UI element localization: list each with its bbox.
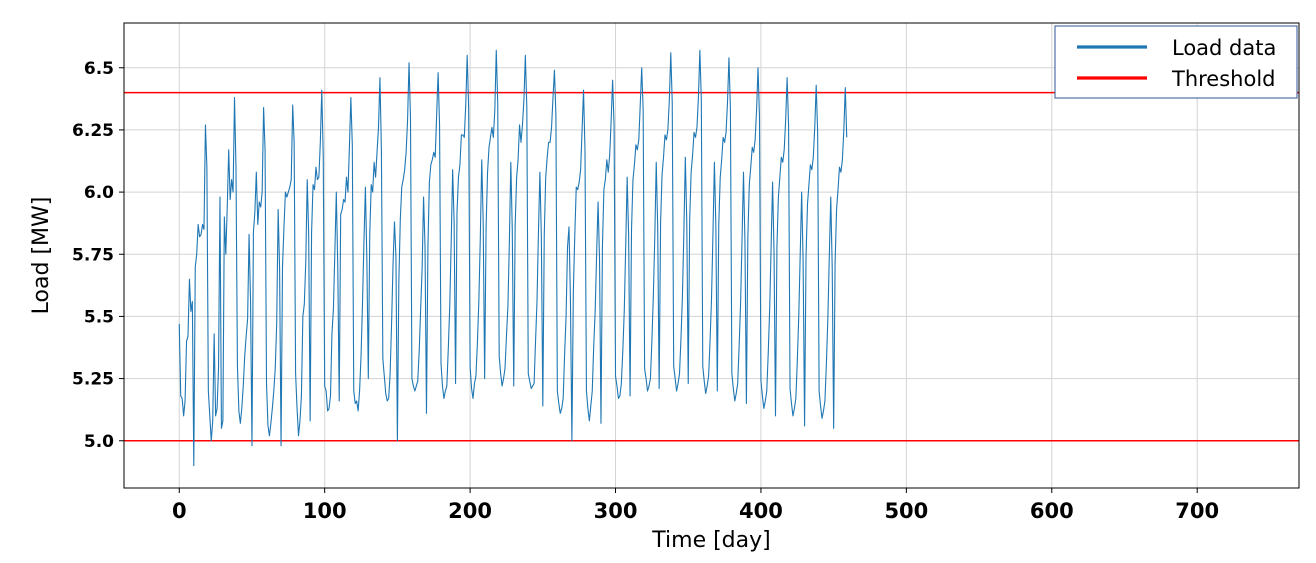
y-tick-label: 6.25	[72, 121, 114, 141]
y-tick-label: 5.0	[84, 432, 114, 452]
legend-label: Load data	[1172, 36, 1276, 60]
x-tick-label: 700	[1175, 499, 1219, 523]
x-tick-label: 500	[884, 499, 928, 523]
series-layer	[178, 49, 848, 467]
x-tick-label: 600	[1030, 499, 1074, 523]
x-axis-label: Time [day]	[651, 528, 770, 553]
x-tick-label: 300	[594, 499, 638, 523]
y-tick-label: 5.75	[72, 245, 114, 265]
legend-box	[1054, 25, 1298, 99]
y-axis-ticks: 5.0 5.25 5.5 5.75 6.0 6.25 6.5	[72, 59, 124, 452]
y-axis-label: Load [MW]	[29, 197, 54, 315]
threshold-lines	[124, 91, 1299, 442]
x-tick-label: 200	[448, 499, 492, 523]
legend-label: Threshold	[1171, 67, 1276, 91]
x-tick-label: 100	[303, 499, 347, 523]
y-tick-label: 6.5	[84, 59, 114, 79]
legend: Load data Threshold	[1054, 25, 1298, 99]
y-tick-label: 5.25	[72, 370, 114, 390]
grid	[124, 23, 1299, 488]
y-tick-label: 6.0	[84, 183, 114, 203]
plot-frame	[123, 22, 1300, 489]
x-axis-ticks: 0 100 200 300 400 500 600 700	[172, 488, 1219, 523]
x-tick-label: 400	[739, 499, 783, 523]
y-tick-label: 5.5	[84, 307, 114, 327]
x-tick-label: 0	[172, 499, 187, 523]
load-data-line	[178, 49, 848, 467]
